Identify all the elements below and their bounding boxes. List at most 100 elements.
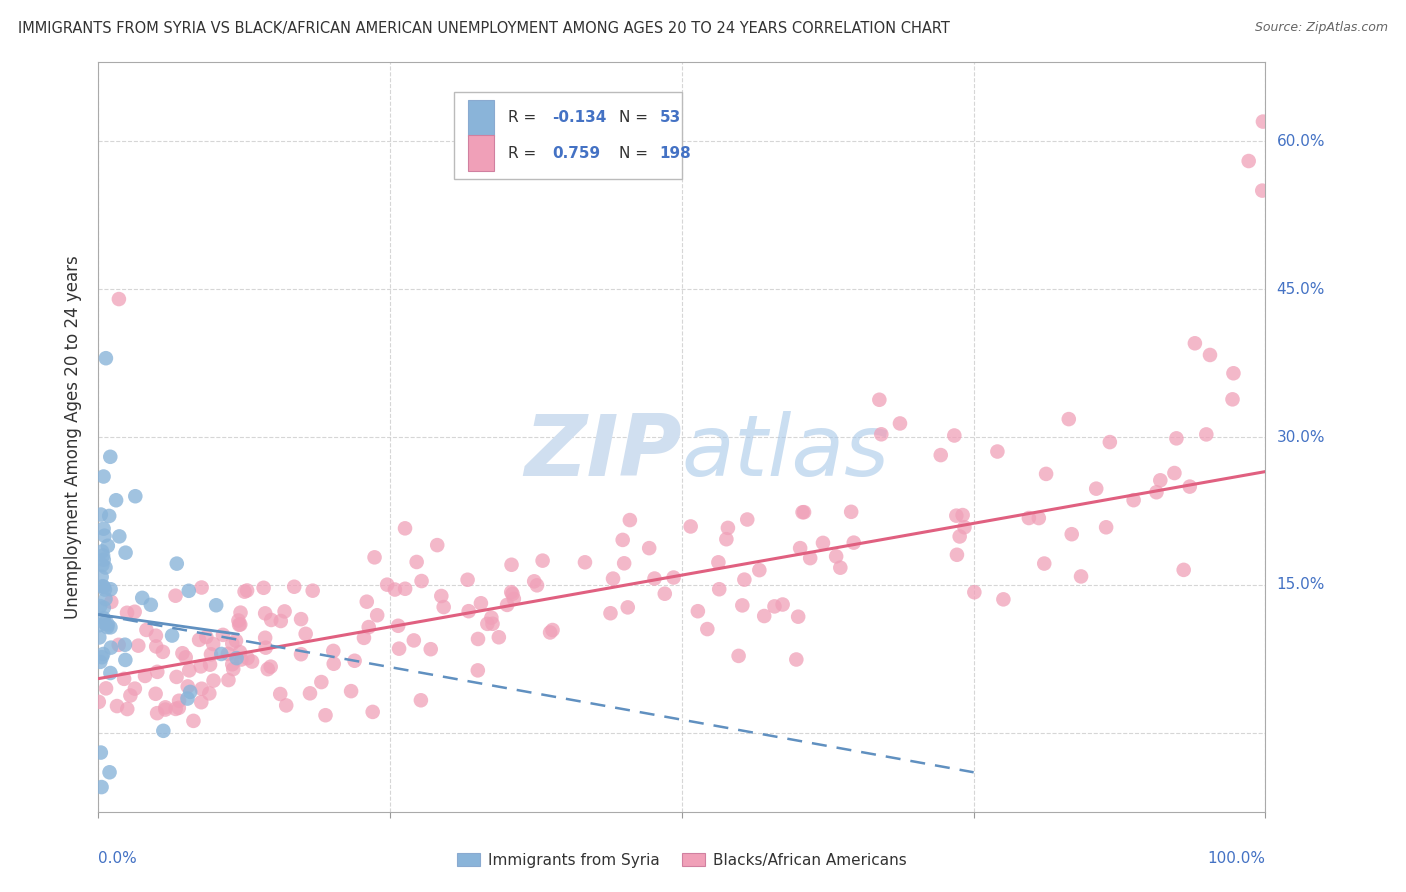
Text: 15.0%: 15.0% — [1277, 577, 1324, 592]
Point — [127, 639, 149, 653]
Point — [254, 640, 277, 655]
Point — [100, 595, 122, 609]
Point — [799, 551, 821, 566]
Point — [772, 598, 794, 612]
Point — [356, 595, 378, 609]
Point — [1173, 563, 1195, 577]
Point — [93, 522, 115, 536]
FancyBboxPatch shape — [454, 93, 682, 178]
Point — [165, 702, 187, 716]
Point — [260, 659, 283, 673]
Point — [166, 670, 188, 684]
Point — [188, 632, 211, 647]
Point — [433, 600, 456, 615]
Point — [945, 508, 967, 523]
Point — [1057, 412, 1080, 426]
Text: 100.0%: 100.0% — [1208, 851, 1265, 865]
Point — [221, 657, 243, 672]
Point — [225, 633, 247, 648]
Point — [612, 533, 634, 547]
Point — [198, 686, 221, 700]
Point — [93, 611, 115, 625]
Point — [409, 693, 432, 707]
Point — [167, 694, 190, 708]
Point — [96, 620, 118, 634]
Point — [748, 563, 770, 577]
Point — [124, 489, 146, 503]
Point — [183, 714, 205, 728]
Text: N =: N = — [619, 145, 652, 161]
Point — [394, 521, 416, 535]
Point — [363, 550, 385, 565]
Point — [155, 702, 177, 716]
Point — [787, 609, 810, 624]
Point — [225, 651, 247, 665]
Point — [100, 665, 122, 680]
Point — [276, 698, 298, 713]
Point — [599, 606, 621, 620]
Point — [90, 650, 112, 665]
Point — [190, 659, 212, 673]
Point — [467, 664, 489, 678]
Point — [228, 617, 250, 632]
Point — [91, 579, 114, 593]
Point — [340, 684, 363, 698]
Point — [112, 672, 135, 686]
Point — [165, 589, 187, 603]
Point — [523, 574, 546, 589]
Point — [1251, 184, 1274, 198]
Point — [90, 508, 112, 522]
Point — [870, 427, 893, 442]
Point — [205, 599, 228, 613]
Point — [830, 560, 852, 574]
Point — [229, 617, 252, 632]
Point — [716, 533, 738, 547]
Text: Source: ZipAtlas.com: Source: ZipAtlas.com — [1254, 21, 1388, 35]
Point — [152, 645, 174, 659]
Point — [107, 638, 129, 652]
Point — [236, 583, 259, 598]
Point — [256, 662, 278, 676]
Point — [929, 448, 952, 462]
Point — [467, 632, 489, 646]
Point — [301, 583, 323, 598]
Point — [388, 641, 411, 656]
Point — [613, 556, 636, 570]
Point — [90, 570, 112, 584]
Point — [717, 521, 740, 535]
Point — [283, 580, 305, 594]
Point — [94, 560, 117, 574]
Point — [1070, 569, 1092, 583]
Point — [115, 606, 138, 620]
Point — [526, 578, 548, 592]
Point — [233, 584, 256, 599]
Point — [190, 695, 212, 709]
Point — [260, 613, 283, 627]
Point — [953, 520, 976, 534]
Point — [889, 417, 911, 431]
Legend: Immigrants from Syria, Blacks/African Americans: Immigrants from Syria, Blacks/African Am… — [457, 853, 907, 868]
Point — [146, 706, 169, 721]
Point — [789, 541, 811, 555]
Point — [91, 558, 114, 572]
Point — [200, 647, 222, 661]
Point — [501, 558, 523, 572]
Point — [709, 582, 731, 597]
Point — [315, 708, 337, 723]
Point — [696, 622, 718, 636]
Point — [100, 640, 122, 655]
Point — [949, 529, 972, 543]
Point — [1060, 527, 1083, 541]
Point — [763, 599, 786, 614]
Point — [98, 508, 121, 523]
Point — [108, 529, 131, 543]
Point — [145, 640, 167, 654]
Point — [177, 680, 200, 694]
Point — [94, 582, 117, 597]
Point — [1237, 154, 1260, 169]
Point — [662, 570, 685, 584]
Point — [152, 723, 174, 738]
Text: 0.759: 0.759 — [553, 145, 600, 161]
Point — [731, 599, 754, 613]
Point — [411, 574, 433, 588]
